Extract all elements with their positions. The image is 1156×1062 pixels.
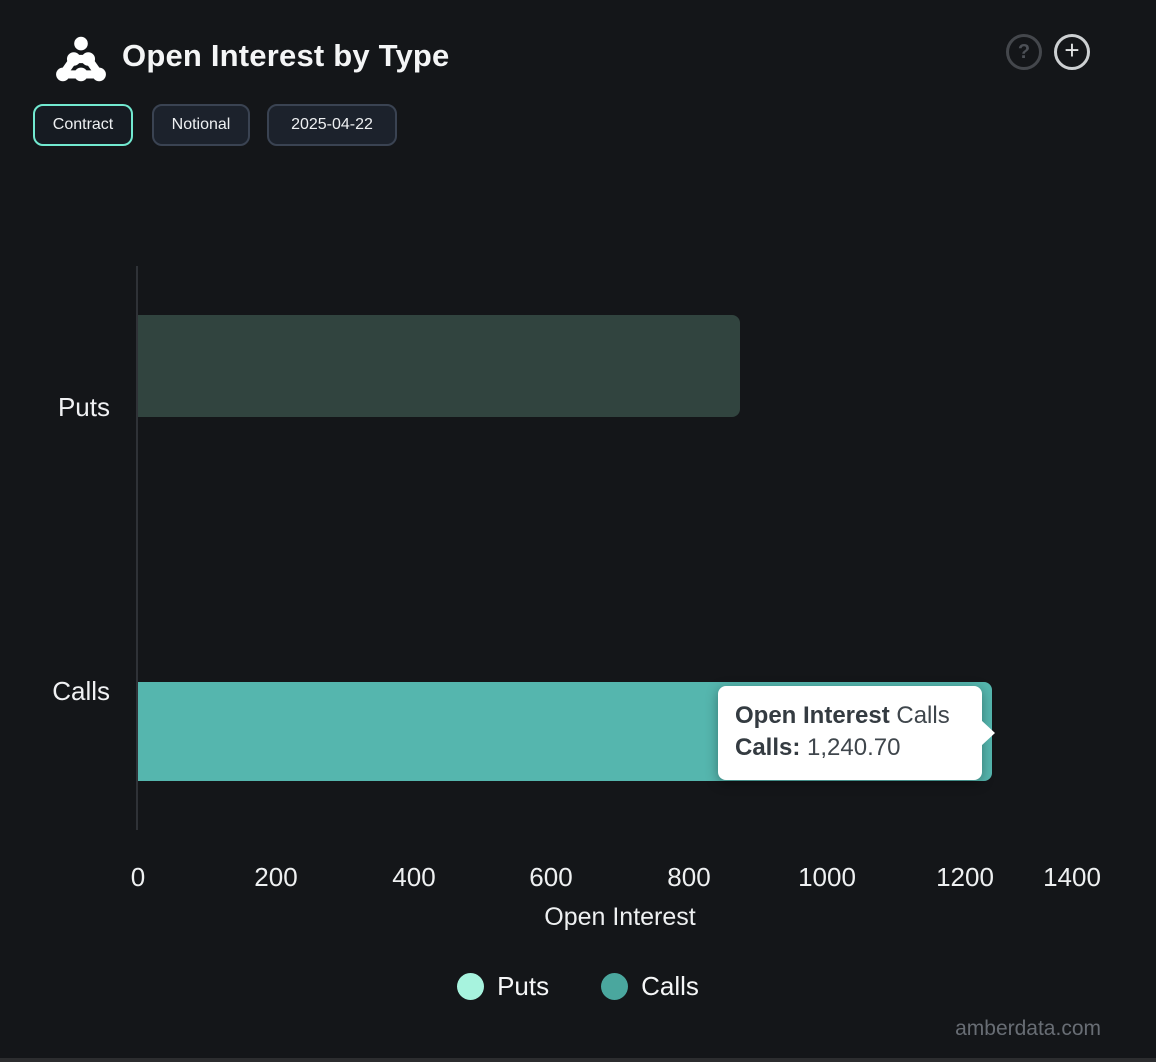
toggle-notional[interactable]: Notional	[152, 104, 250, 146]
toggle-notional-label: Notional	[171, 116, 231, 133]
question-mark-icon: ?	[1017, 40, 1031, 63]
x-tick-1400: 1400	[1043, 862, 1101, 892]
add-button[interactable]: +	[1054, 34, 1090, 70]
tooltip-value-line: Calls: 1,240.70	[735, 732, 982, 764]
chart-tooltip: Open Interest Calls Calls: 1,240.70	[718, 686, 995, 780]
x-tick-600: 600	[529, 862, 573, 892]
amberdata-watermark: amberdata.com	[955, 1017, 1101, 1040]
y-axis-label-calls: Calls	[52, 676, 110, 706]
tooltip-series-line: Open Interest Calls	[735, 700, 982, 732]
bottom-edge	[0, 1058, 1156, 1062]
legend-label-puts: Puts	[497, 971, 550, 1001]
x-tick-0: 0	[130, 862, 146, 892]
legend-item-calls[interactable]: Calls	[601, 971, 699, 1002]
x-axis-title: Open Interest	[544, 903, 696, 931]
x-tick-1200: 1200	[936, 862, 994, 892]
tooltip-value-label: Calls:	[735, 734, 801, 761]
amberdata-logo-icon	[56, 36, 106, 82]
help-button[interactable]: ?	[1006, 34, 1042, 70]
x-tick-800: 800	[667, 862, 711, 892]
date-selector-label: 2025-04-22	[291, 116, 373, 133]
tooltip-category: Calls	[896, 702, 950, 729]
plus-icon: +	[1064, 35, 1080, 65]
legend-item-puts[interactable]: Puts	[457, 971, 549, 1002]
x-tick-1000: 1000	[798, 862, 856, 892]
tooltip-arrow	[981, 720, 995, 746]
legend-dot-puts-icon	[457, 973, 485, 1000]
legend-label-calls: Calls	[641, 971, 699, 1001]
tooltip-series-name: Open Interest	[735, 702, 890, 729]
chart-legend: Puts Calls	[0, 971, 1156, 1002]
legend-dot-calls-icon	[601, 973, 629, 1000]
tooltip-value: 1,240.70	[807, 734, 901, 761]
x-tick-200: 200	[254, 862, 298, 892]
date-selector[interactable]: 2025-04-22	[267, 104, 397, 146]
bar-puts[interactable]	[138, 315, 740, 417]
x-tick-400: 400	[392, 862, 436, 892]
toggle-contract[interactable]: Contract	[33, 104, 133, 146]
page-title: Open Interest by Type	[122, 38, 450, 73]
y-axis-label-puts: Puts	[57, 392, 110, 422]
toggle-contract-label: Contract	[52, 116, 114, 133]
y-axis-line	[136, 266, 138, 830]
